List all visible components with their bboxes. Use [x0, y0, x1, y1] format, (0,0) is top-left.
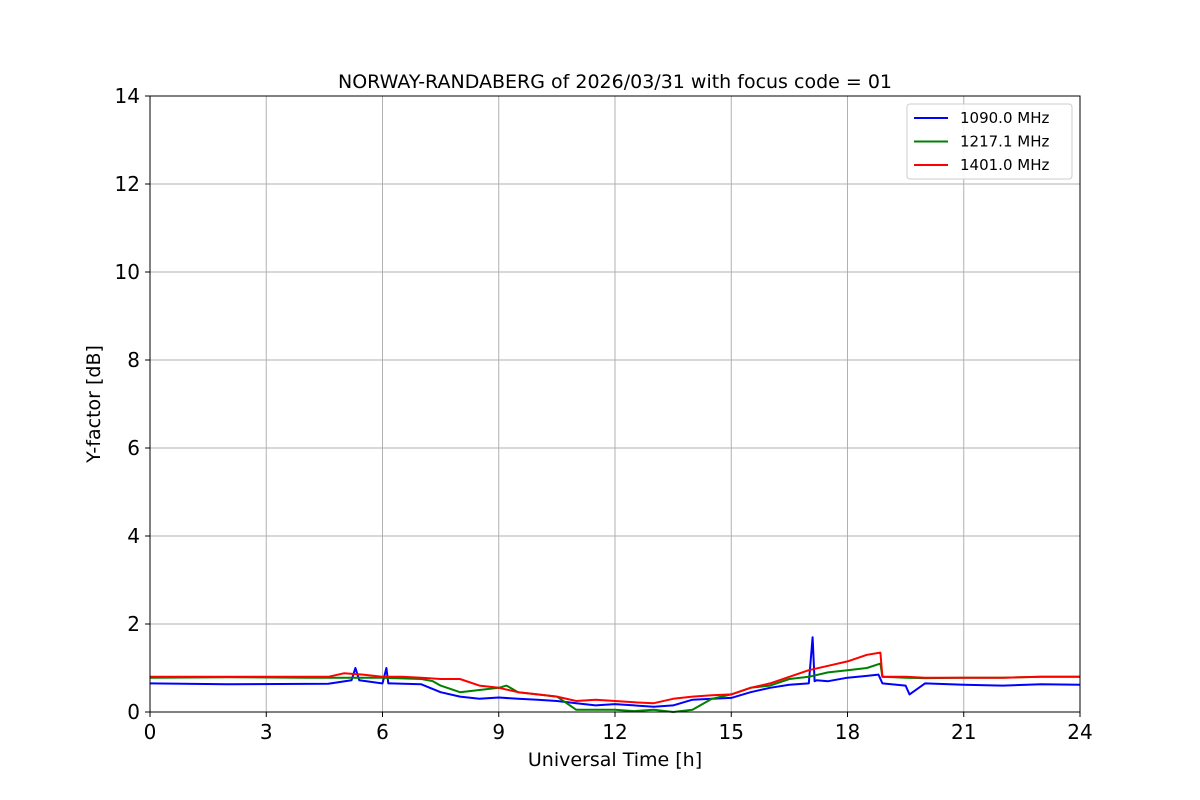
x-axis-label: Universal Time [h]	[528, 749, 702, 771]
y-tick-label: 10	[115, 260, 140, 284]
chart-title: NORWAY-RANDABERG of 2026/03/31 with focu…	[338, 71, 892, 93]
y-tick-label: 0	[127, 700, 140, 724]
series-line-3	[150, 651, 1080, 705]
series-lines	[149, 636, 1081, 713]
legend-label-3: 1401.0 MHz	[960, 156, 1049, 174]
x-tick-label: 0	[144, 720, 157, 744]
y-tick-label: 6	[127, 436, 140, 460]
x-tick-label: 9	[492, 720, 505, 744]
x-tick-label: 6	[376, 720, 389, 744]
legend-label-1: 1090.0 MHz	[960, 109, 1049, 127]
x-tick-label: 24	[1067, 720, 1092, 744]
series-line-1	[149, 636, 1081, 708]
x-tick-label: 3	[260, 720, 273, 744]
y-tick-label: 4	[127, 524, 140, 548]
y-tick-label: 2	[127, 612, 140, 636]
legend-label-2: 1217.1 MHz	[960, 133, 1049, 151]
legend-box	[906, 103, 1073, 180]
x-tick-label: 15	[719, 720, 744, 744]
x-tick-label: 12	[602, 720, 627, 744]
x-tick-label: 21	[951, 720, 976, 744]
y-tick-label: 8	[127, 348, 140, 372]
y-tick-label: 14	[115, 84, 140, 108]
legend: 1090.0 MHz 1217.1 MHz 1401.0 MHz	[906, 103, 1073, 180]
x-tick-label: 18	[835, 720, 860, 744]
y-axis-label: Y-factor [dB]	[83, 345, 105, 464]
y-tick-label: 12	[115, 172, 140, 196]
